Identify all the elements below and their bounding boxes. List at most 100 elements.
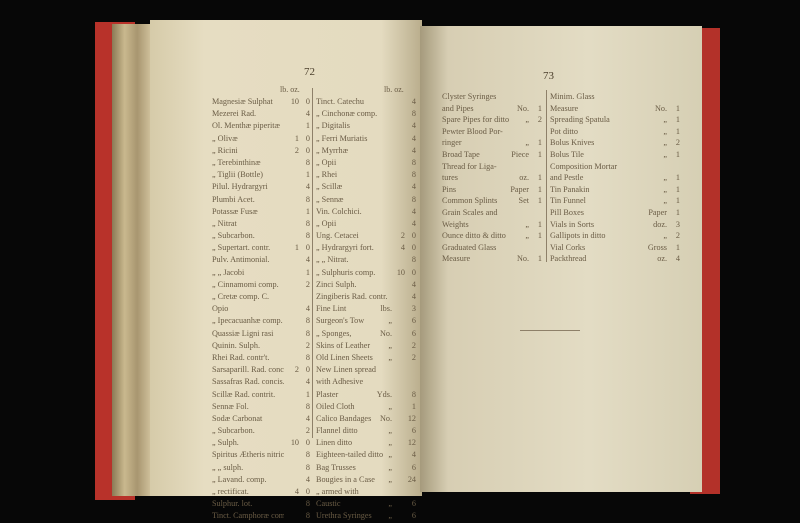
list-item: „ Ipecacuanhæ comp. 8 — [212, 315, 310, 327]
item-quantity: 0 — [305, 97, 310, 106]
item-quantity: 6 — [411, 511, 416, 521]
item-quantity: 1 — [675, 207, 680, 217]
item-unit: „ — [663, 115, 667, 125]
list-item: „ Opii 8 — [316, 157, 416, 169]
item-name: „ Subcarbon. — [212, 231, 255, 241]
item-name: „ Lavand. comp. — [212, 474, 267, 484]
item-name: Vial Corks — [550, 242, 586, 252]
item-name: Bolus Knives — [550, 138, 595, 148]
item-name: „ Ipecacuanhæ comp. — [212, 316, 283, 326]
list-item: „ Opii 4 — [316, 218, 416, 230]
item-name: Calico Bandages — [316, 413, 372, 423]
list-item: Ounce ditto & ditto „ 1 — [442, 230, 542, 242]
item-lb — [394, 364, 405, 376]
item-lb — [394, 169, 405, 181]
item-name: Eighteen-tailed ditto — [316, 450, 384, 460]
item-quantity: 2 — [305, 279, 310, 289]
item-name: Pot ditto — [550, 126, 578, 136]
item-quantity: 1 — [537, 196, 542, 206]
item-name: „ Scillæ — [316, 182, 343, 192]
item-unit: „ — [525, 219, 529, 229]
list-item: Pot ditto „ 1 — [550, 126, 680, 138]
item-quantity: 1 — [537, 219, 542, 229]
item-name: Tin Funnel — [550, 196, 586, 206]
item-name: „ Cinchonæ comp. — [316, 109, 378, 119]
list-item: „ Scillæ 4 — [316, 181, 416, 193]
item-lb — [288, 230, 299, 242]
item-unit: Set — [518, 196, 529, 206]
item-unit: No. — [516, 254, 529, 264]
list-item: Pulv. Antimonial. 4 — [212, 254, 310, 266]
item-name: Caustic — [316, 499, 341, 509]
item-lb — [394, 108, 405, 120]
list-item: Pill Boxes Paper 1 — [550, 207, 680, 219]
item-lb — [394, 279, 405, 291]
list-item: Sulphur. lot. 8 — [212, 498, 310, 510]
item-quantity: 6 — [411, 328, 416, 338]
item-name: „ Digitalis — [316, 121, 350, 131]
list-item: „ Cinnamomi comp. 2 — [212, 279, 310, 291]
item-quantity: 6 — [411, 499, 416, 509]
item-name: Pins — [442, 184, 457, 194]
item-lb — [288, 279, 299, 291]
list-item: Fine Lint lbs. 3 — [316, 303, 416, 315]
item-lb — [394, 449, 405, 461]
item-name: „ Sulph. — [212, 438, 239, 448]
list-item: Sennæ Fol. 8 — [212, 401, 310, 413]
item-quantity: 1 — [675, 242, 680, 252]
list-item: „ rectificat. 4 0 — [212, 486, 310, 498]
list-item: Pewter Blood Por- — [442, 126, 542, 138]
item-name: „ Cretæ comp. C. — [212, 292, 270, 301]
item-quantity: 1 — [305, 170, 310, 180]
list-item: Tinct. Camphoræ comp. 8 — [212, 510, 310, 522]
item-quantity: 4 — [305, 109, 310, 119]
item-quantity: 2 — [411, 352, 416, 362]
item-name: Bag Trusses — [316, 462, 356, 472]
item-name: Grain Scales and — [442, 207, 498, 217]
item-quantity: 4 — [411, 218, 416, 228]
item-lb — [288, 474, 299, 486]
item-unit: „ — [663, 138, 667, 148]
list-item: Broad Tape Piece 1 — [442, 149, 542, 161]
item-name: Measure — [550, 103, 579, 113]
item-name: Thread for Liga- — [442, 161, 497, 171]
item-quantity: 8 — [305, 462, 310, 472]
list-item: Bolus Knives „ 2 — [550, 137, 680, 149]
item-name: Spiritus Ætheris nitric. — [212, 450, 284, 460]
list-item: Linen ditto „ 12 — [316, 437, 416, 449]
item-lb — [288, 108, 299, 120]
item-unit: doz. — [653, 219, 667, 229]
item-name: „ „ Jacobi — [212, 267, 245, 277]
list-item: Surgeon's Tow „ 6 — [316, 315, 416, 327]
item-name: Minim. Glass — [550, 92, 595, 101]
item-quantity: 1 — [537, 184, 542, 194]
list-item: „ „ Jacobi 1 — [212, 267, 310, 279]
item-quantity: 1 — [675, 126, 680, 136]
list-item: Sarsaparill. Rad. concis. 2 0 — [212, 364, 310, 376]
item-quantity: 4 — [411, 206, 416, 216]
item-unit: Gross — [647, 242, 667, 252]
item-name: Quassiæ Ligni rasi — [212, 328, 274, 338]
item-name: Composition Mortar — [550, 161, 618, 171]
list-item: Measure No. 1 — [442, 253, 542, 265]
left-page-column-2: Tinct. Catechu 4 „ Cinchonæ comp. 8 „ Digita… — [316, 96, 416, 523]
item-quantity: 3 — [675, 219, 680, 229]
item-name: Clyster Syringes — [442, 92, 497, 101]
item-quantity: 1 — [537, 173, 542, 183]
list-item: Caustic „ 6 — [316, 498, 416, 510]
item-quantity: 1 — [537, 149, 542, 159]
list-item: Potassæ Fusæ 1 — [212, 206, 310, 218]
item-lb — [288, 267, 299, 279]
item-name: „ Subcarbon. — [212, 426, 255, 436]
item-quantity: 0 — [305, 487, 310, 496]
list-item: Oiled Cloth „ 1 — [316, 401, 416, 413]
list-item: „ Sennæ 8 — [316, 194, 416, 206]
item-name: „ Ricini — [212, 145, 238, 155]
item-quantity: 12 — [407, 413, 416, 423]
item-quantity: 1 — [305, 267, 310, 277]
item-quantity: 8 — [305, 499, 310, 509]
item-name: Sennæ Fol. — [212, 401, 249, 411]
item-lb: 2 — [294, 145, 299, 155]
list-item: Vials in Sorts doz. 3 — [550, 219, 680, 231]
item-unit: „ — [388, 474, 392, 484]
